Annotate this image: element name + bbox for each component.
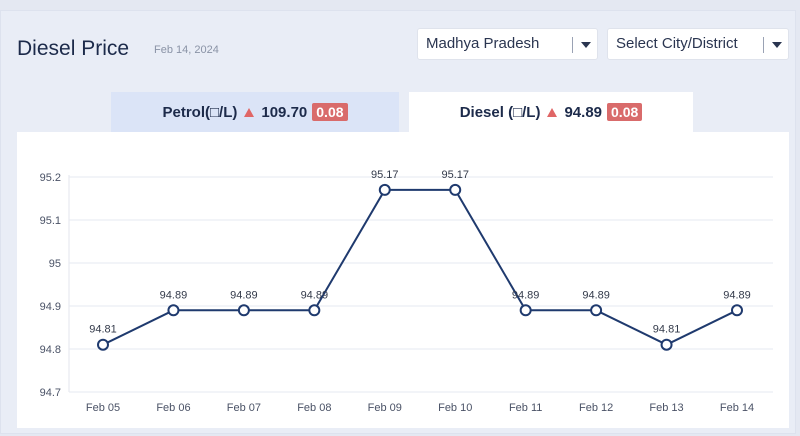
data-label: 94.89 (230, 289, 258, 301)
y-tick-label: 94.8 (40, 344, 61, 356)
tab-petrol-price: 109.70 (261, 103, 308, 121)
data-point (660, 338, 673, 351)
dropdown-separator (572, 37, 573, 53)
data-label: 94.89 (723, 289, 751, 301)
tab-diesel-price: 94.89 (564, 103, 603, 121)
x-tick-label: Feb 07 (227, 402, 261, 414)
price-date: Feb 14, 2024 (154, 44, 219, 56)
y-tick-label: 94.7 (40, 387, 61, 399)
x-tick-label: Feb 13 (649, 402, 683, 414)
data-point (449, 183, 462, 196)
x-tick-label: Feb 09 (368, 402, 402, 414)
data-label: 94.89 (160, 289, 188, 301)
data-label: 94.81 (653, 324, 681, 336)
x-tick-label: Feb 11 (509, 402, 542, 414)
x-tick-label: Feb 10 (438, 402, 472, 414)
data-label: 95.17 (441, 169, 469, 181)
data-point (378, 183, 391, 196)
price-up-icon (547, 107, 558, 117)
x-tick-label: Feb 12 (579, 402, 613, 414)
tab-petrol-label: Petrol(□/L) (162, 103, 238, 121)
price-line-chart: 94.7 94.8 94.9 95 95.1 95.2 Feb 05 Feb 06 Feb 07… (40, 169, 773, 414)
page-title: Diesel Price (17, 37, 130, 60)
y-tick-label: 95.1 (40, 215, 61, 227)
tab-petrol[interactable]: Petrol(□/L) 109.70 0.08 (111, 92, 399, 132)
data-label: 94.89 (301, 289, 329, 301)
chevron-down-icon[interactable] (772, 42, 782, 48)
chart-panel: 94.7 94.8 94.9 95 95.1 95.2 Feb 05 Feb 06 Feb 07… (17, 132, 789, 428)
data-label: 94.81 (89, 324, 117, 336)
x-tick-label: Feb 14 (720, 402, 754, 414)
data-point (519, 304, 532, 317)
data-point (167, 304, 180, 317)
price-widget: Diesel Price Feb 14, 2024 Madhya Pradesh… (0, 10, 796, 434)
x-tick-label: Feb 06 (156, 402, 190, 414)
tab-diesel-label: Diesel (□/L) (459, 103, 541, 121)
y-tick-label: 94.9 (40, 301, 61, 313)
series-line (102, 188, 738, 346)
data-point (731, 304, 743, 317)
data-point (590, 304, 603, 317)
dropdown-separator (763, 37, 764, 53)
state-dropdown-value: Madhya Pradesh (426, 35, 540, 52)
data-label: 94.89 (582, 289, 610, 301)
data-point (237, 304, 250, 317)
tab-diesel[interactable]: Diesel (□/L) 94.89 0.08 (409, 92, 693, 132)
tab-petrol-change-badge: 0.08 (312, 103, 348, 121)
city-dropdown-placeholder: Select City/District (616, 35, 738, 52)
data-point (97, 338, 109, 351)
data-label: 95.17 (371, 169, 399, 181)
chevron-down-icon[interactable] (581, 42, 591, 48)
city-dropdown[interactable]: Select City/District (607, 28, 789, 60)
price-up-icon (244, 107, 255, 117)
data-label: 94.89 (512, 289, 540, 301)
x-tick-label: Feb 08 (297, 402, 331, 414)
x-tick-label: Feb 05 (86, 402, 120, 414)
y-tick-label: 95.2 (40, 172, 61, 184)
data-point (308, 304, 321, 317)
y-tick-label: 95 (49, 258, 61, 270)
state-dropdown[interactable]: Madhya Pradesh (417, 28, 598, 60)
tab-diesel-change-badge: 0.08 (607, 103, 643, 121)
